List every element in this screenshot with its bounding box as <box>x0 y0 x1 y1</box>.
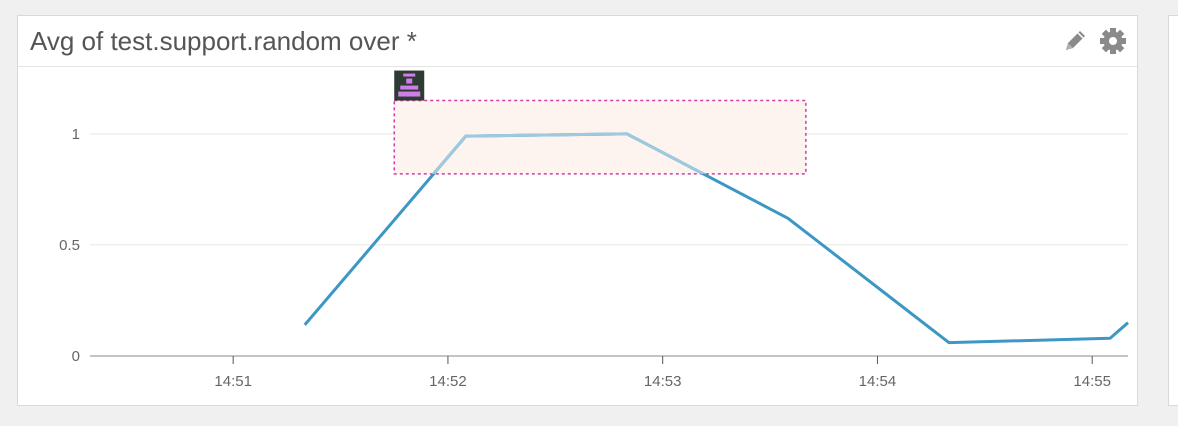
y-tick-label: 0.5 <box>59 237 80 254</box>
adjacent-widget-edge <box>1168 15 1178 406</box>
pencil-icon[interactable] <box>1061 27 1089 55</box>
event-markers[interactable] <box>394 70 425 101</box>
x-tick-label: 14:53 <box>644 373 682 390</box>
x-tick-label: 14:51 <box>214 373 252 390</box>
chart-area[interactable]: 0 0.5 1 14:51 14:52 14:53 14:54 14:55 <box>18 67 1137 405</box>
line-chart[interactable]: 0 0.5 1 14:51 14:52 14:53 14:54 14:55 <box>18 67 1137 405</box>
timeseries-widget: Avg of test.support.random over * <box>17 15 1138 406</box>
widget-title: Avg of test.support.random over * <box>30 26 417 56</box>
x-tick-label: 14:52 <box>429 373 467 390</box>
event-marker-icon[interactable] <box>394 70 425 101</box>
header-icons <box>1061 26 1127 56</box>
selection-region[interactable] <box>393 99 807 175</box>
y-tick-label: 1 <box>72 126 80 143</box>
axes: 0 0.5 1 14:51 14:52 14:53 14:54 14:55 <box>59 126 1128 390</box>
x-tick-label: 14:55 <box>1073 373 1111 390</box>
y-tick-label: 0 <box>72 348 80 365</box>
series-layer <box>303 132 1129 345</box>
widget-header: Avg of test.support.random over * <box>18 16 1137 67</box>
selection-box[interactable] <box>393 99 807 175</box>
gear-icon[interactable] <box>1099 27 1127 55</box>
x-tick-label: 14:54 <box>859 373 897 390</box>
